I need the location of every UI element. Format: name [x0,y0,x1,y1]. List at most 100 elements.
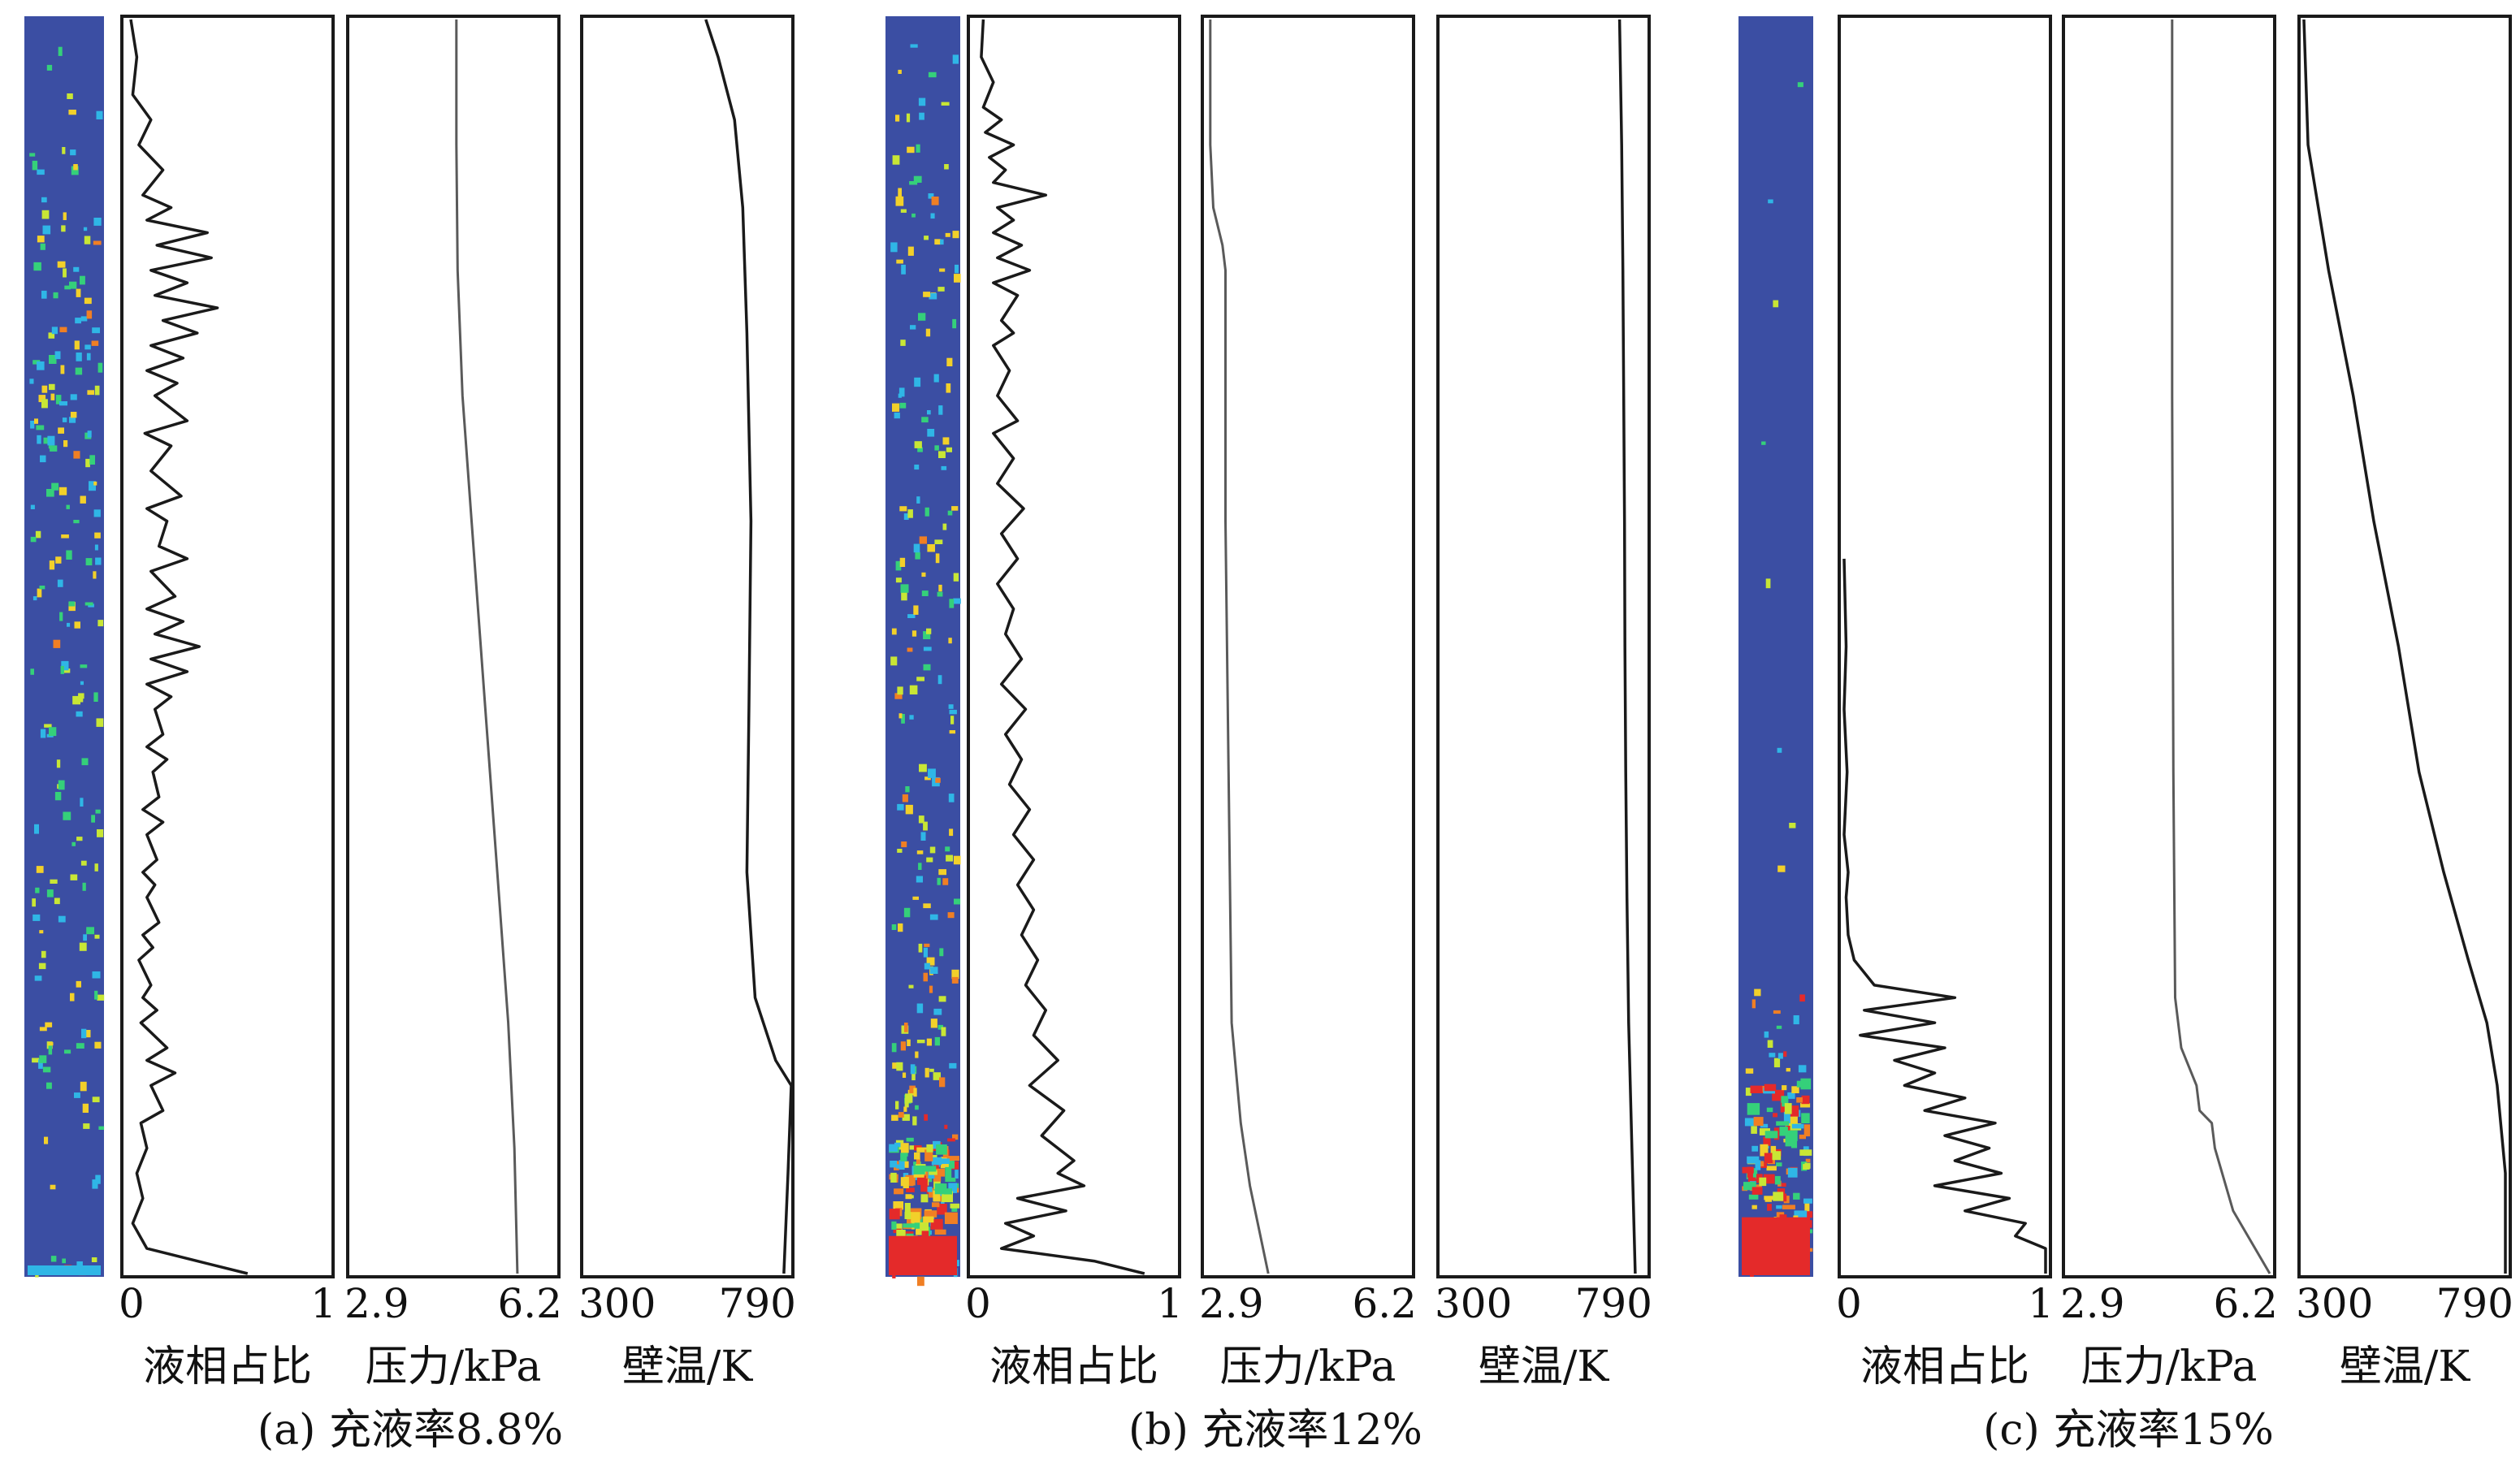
contour-speck [73,451,80,459]
contour-mixing-cell [1747,1156,1760,1164]
contour-speck [80,275,85,285]
contour-speck [890,242,898,253]
contour-strip [885,16,961,1287]
contour-speck [57,579,63,587]
contour-speck [66,550,72,560]
contour-speck [916,144,920,153]
contour-speck [923,821,928,831]
tick-label-max: 1 [1157,1280,1183,1327]
contour-speck [39,930,44,934]
contour-speck [62,417,67,422]
contour-speck [50,1256,57,1262]
contour-speck [898,393,902,398]
panel-liquid: 0 1 液相占比 [119,15,336,1391]
contour-speck [895,577,902,583]
contour-speck [909,685,918,694]
contour-speck [937,287,945,292]
contour-speck [73,266,80,272]
contour-speck [905,786,910,793]
contour-speck [49,383,55,391]
contour-speck [91,815,95,823]
contour-speck [894,1223,903,1231]
contour-speck [934,445,939,451]
contour-speck [954,898,961,905]
contour-mixing-cell [1785,1130,1798,1141]
contour-speck [937,591,943,597]
contour-speck [56,759,61,768]
contour-speck [50,1184,56,1190]
contour-mixing-cell [948,1161,955,1169]
contour-speck [93,692,98,702]
panel-pressure: 2.9 6.2 压力/kPa [2060,15,2278,1391]
contour-speck [74,340,80,350]
contour-speck [931,197,939,205]
contour-speck [40,729,46,738]
contour-speck [59,612,63,621]
contour-speck [46,1082,52,1089]
axis-title-wall_temp: 壁温/K [1479,1343,1610,1391]
contour-mixing-cell [948,1183,957,1193]
contour-speck [29,153,36,157]
contour-mixing-cell [1776,1121,1790,1126]
contour-speck [80,664,88,668]
contour-mixing-cell [1779,1127,1788,1136]
contour-speck [35,887,40,893]
contour-speck [53,639,61,648]
contour-speck [902,794,908,802]
contour-speck [934,539,943,544]
contour-speck [933,1008,942,1015]
contour-mixing-cell [893,1201,903,1210]
contour-speck [1806,1211,1813,1218]
contour-speck [900,209,907,213]
contour-speck [62,1258,66,1264]
contour-speck [86,310,93,319]
contour-speck [48,1045,53,1055]
contour-speck [58,915,66,923]
contour-speck [92,971,101,979]
contour-speck [54,792,62,801]
contour-speck [87,430,92,438]
contour-speck [952,54,959,64]
figure-caption: (a) 充液率8.8% [258,1406,563,1455]
contour-speck [97,829,104,837]
contour-speck [948,638,952,644]
panel-frame [120,15,335,1278]
contour-mixing-cell [1803,1198,1812,1204]
contour-speck [97,994,105,1001]
contour-speck [901,591,907,601]
contour-speck [903,907,911,918]
contour-speck [37,169,45,175]
contour-speck [70,993,75,1001]
contour-mixing-cell [1790,1136,1798,1148]
contour-mixing-cell [945,1166,952,1179]
contour-mixing-cell [900,1153,907,1161]
panel-frame [967,15,1181,1278]
contour-speck [914,377,921,387]
contour-speck [917,1276,924,1287]
contour-speck [74,621,80,629]
contour-speck [72,695,80,705]
contour-speck [40,243,45,250]
contour-speck [34,824,39,834]
contour-speck [915,552,920,560]
contour-speck [63,212,67,220]
contour-speck [79,942,87,951]
contour-speck [58,46,63,56]
panel-wall_temp: 300 790 壁温/K [2296,15,2514,1391]
contour-speck [95,809,101,814]
contour-speck [1768,199,1773,204]
contour-mixing-cell [946,1156,959,1161]
contour-speck [900,1041,906,1051]
contour-speck [916,1040,925,1044]
contour-speck [32,914,41,921]
contour-speck [96,718,104,727]
contour-speck [1751,1126,1757,1134]
contour-speck [891,628,897,635]
contour-speck [1773,300,1779,308]
contour-mixing-cell [1772,1151,1782,1161]
contour-speck [901,841,907,848]
panel-wall_temp: 300 790 壁温/K [1435,15,1652,1391]
contour-speck [944,1124,948,1129]
contour-speck [954,274,961,283]
contour-mixing-cell [923,1170,931,1179]
